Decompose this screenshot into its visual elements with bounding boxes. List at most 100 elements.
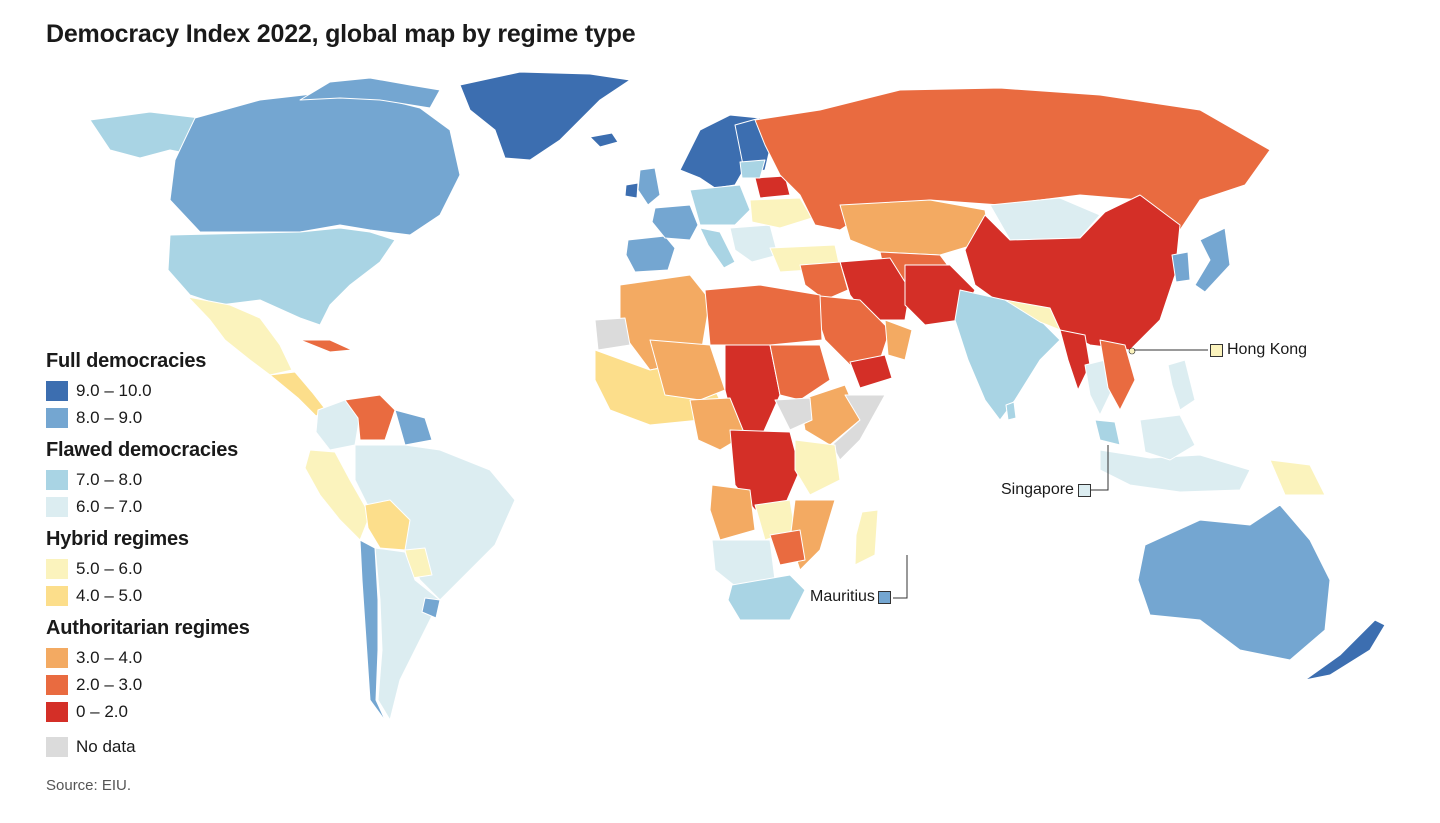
legend-label: 0 – 2.0	[76, 701, 128, 721]
legend-swatch	[46, 647, 68, 668]
region-angola	[709, 484, 756, 541]
region-papua-new-guinea	[1269, 459, 1326, 496]
region-south-africa	[727, 574, 806, 621]
region-japan	[1194, 227, 1231, 293]
region-italy	[699, 227, 736, 269]
source-note: Source: EIU.	[46, 777, 132, 794]
legend-group-title: Hybrid regimes	[46, 528, 189, 550]
legend-item: 6.0 – 7.0	[46, 493, 306, 520]
region-uruguay	[421, 597, 441, 619]
legend-label: 3.0 – 4.0	[76, 647, 143, 667]
legend-group-hybrid-regimes: Hybrid regimes 5.0 – 6.0 4.0 – 5.0	[46, 528, 306, 609]
legend-group-title: Flawed democracies	[46, 439, 239, 461]
legend-item: 8.0 – 9.0	[46, 404, 306, 431]
singapore-callout: Singapore	[1001, 481, 1091, 499]
legend-group-title: Authoritarian regimes	[46, 617, 250, 639]
legend-label: No data	[76, 736, 136, 756]
legend-label: 7.0 – 8.0	[76, 469, 143, 489]
region-australia	[1137, 504, 1331, 661]
mauritius-swatch	[877, 590, 891, 604]
region-oman	[884, 319, 913, 361]
region-zimbabwe	[769, 529, 806, 566]
region-venezuela	[344, 394, 396, 441]
legend-item: 5.0 – 6.0	[46, 555, 306, 582]
region-greenland	[459, 71, 631, 161]
legend-item: 0 – 2.0	[46, 698, 306, 725]
mauritius-label: Mauritius	[810, 588, 875, 605]
map-title: Democracy Index 2022, global map by regi…	[46, 20, 636, 48]
region-myanmar	[1059, 329, 1091, 391]
region-new-zealand	[1304, 619, 1386, 681]
legend-item: 4.0 – 5.0	[46, 582, 306, 609]
legend-label: 4.0 – 5.0	[76, 585, 143, 605]
legend-label: 8.0 – 9.0	[76, 407, 143, 427]
legend-swatch	[46, 585, 68, 606]
region-hong-kong	[1128, 347, 1136, 355]
region-malaysia	[1094, 419, 1121, 446]
region-usa	[167, 227, 396, 326]
region-iberia	[625, 235, 676, 273]
region-ireland	[624, 182, 639, 199]
singapore-swatch	[1077, 483, 1091, 497]
legend-swatch	[46, 558, 68, 579]
region-somalia	[831, 394, 886, 461]
region-balkans	[729, 224, 779, 263]
legend-group-no-data: No data	[46, 733, 306, 760]
region-chile	[359, 539, 387, 723]
region-uk	[637, 167, 661, 206]
legend-swatch	[46, 496, 68, 517]
legend-item: 3.0 – 4.0	[46, 644, 306, 671]
legend-swatch	[46, 469, 68, 490]
region-borneo	[1139, 414, 1196, 461]
region-kazakhstan	[839, 199, 991, 256]
legend-item: 2.0 – 3.0	[46, 671, 306, 698]
region-korea	[1171, 251, 1191, 283]
region-belarus	[754, 175, 791, 199]
legend-swatch	[46, 701, 68, 722]
legend-label: 9.0 – 10.0	[76, 380, 152, 400]
region-iceland	[589, 132, 619, 148]
singapore-leader	[1090, 445, 1109, 491]
legend-swatch	[46, 380, 68, 401]
legend-item: No data	[46, 733, 306, 760]
region-cuba	[299, 339, 353, 353]
legend-swatch	[46, 407, 68, 428]
region-guianas	[394, 409, 433, 446]
region-philippines	[1167, 359, 1196, 411]
legend-group-flawed-democracies: Flawed democracies 7.0 – 8.0 6.0 – 7.0	[46, 439, 306, 520]
legend-group-full-democracies: Full democracies 9.0 – 10.0 8.0 – 9.0	[46, 350, 306, 431]
region-ethiopia	[799, 384, 861, 446]
hong-kong-label: Hong Kong	[1227, 341, 1308, 358]
region-western-sahara	[594, 317, 631, 351]
legend-group-authoritarian-regimes: Authoritarian regimes 3.0 – 4.0 2.0 – 3.…	[46, 617, 306, 725]
region-madagascar	[854, 509, 879, 566]
region-france	[651, 204, 699, 241]
legend-label: 2.0 – 3.0	[76, 674, 143, 694]
region-south-sudan	[774, 397, 813, 431]
region-mexico	[187, 296, 293, 376]
legend-label: 5.0 – 6.0	[76, 558, 143, 578]
region-sudan	[769, 344, 831, 401]
region-sri-lanka	[1005, 401, 1017, 421]
singapore-label: Singapore	[1001, 481, 1074, 498]
region-mongolia	[989, 197, 1101, 241]
region-baltics	[739, 159, 766, 179]
region-argentina	[374, 547, 441, 721]
legend-item: 9.0 – 10.0	[46, 377, 306, 404]
mauritius-callout: Mauritius	[810, 588, 891, 606]
region-canada	[169, 91, 461, 236]
legend-item: 7.0 – 8.0	[46, 466, 306, 493]
region-canada-islands	[299, 77, 441, 109]
region-yemen	[849, 354, 893, 389]
region-iraq-syria	[799, 261, 849, 301]
region-iran	[839, 257, 911, 321]
legend-swatch	[46, 674, 68, 695]
hong-kong-callout: Hong Kong	[1210, 341, 1307, 359]
region-indochina	[1099, 339, 1136, 411]
region-central-europe	[689, 184, 751, 226]
hong-kong-swatch	[1210, 343, 1223, 357]
region-east-africa	[794, 439, 841, 496]
region-libya-egypt	[704, 284, 823, 346]
legend: Full democracies 9.0 – 10.0 8.0 – 9.0 Fl…	[46, 350, 306, 768]
